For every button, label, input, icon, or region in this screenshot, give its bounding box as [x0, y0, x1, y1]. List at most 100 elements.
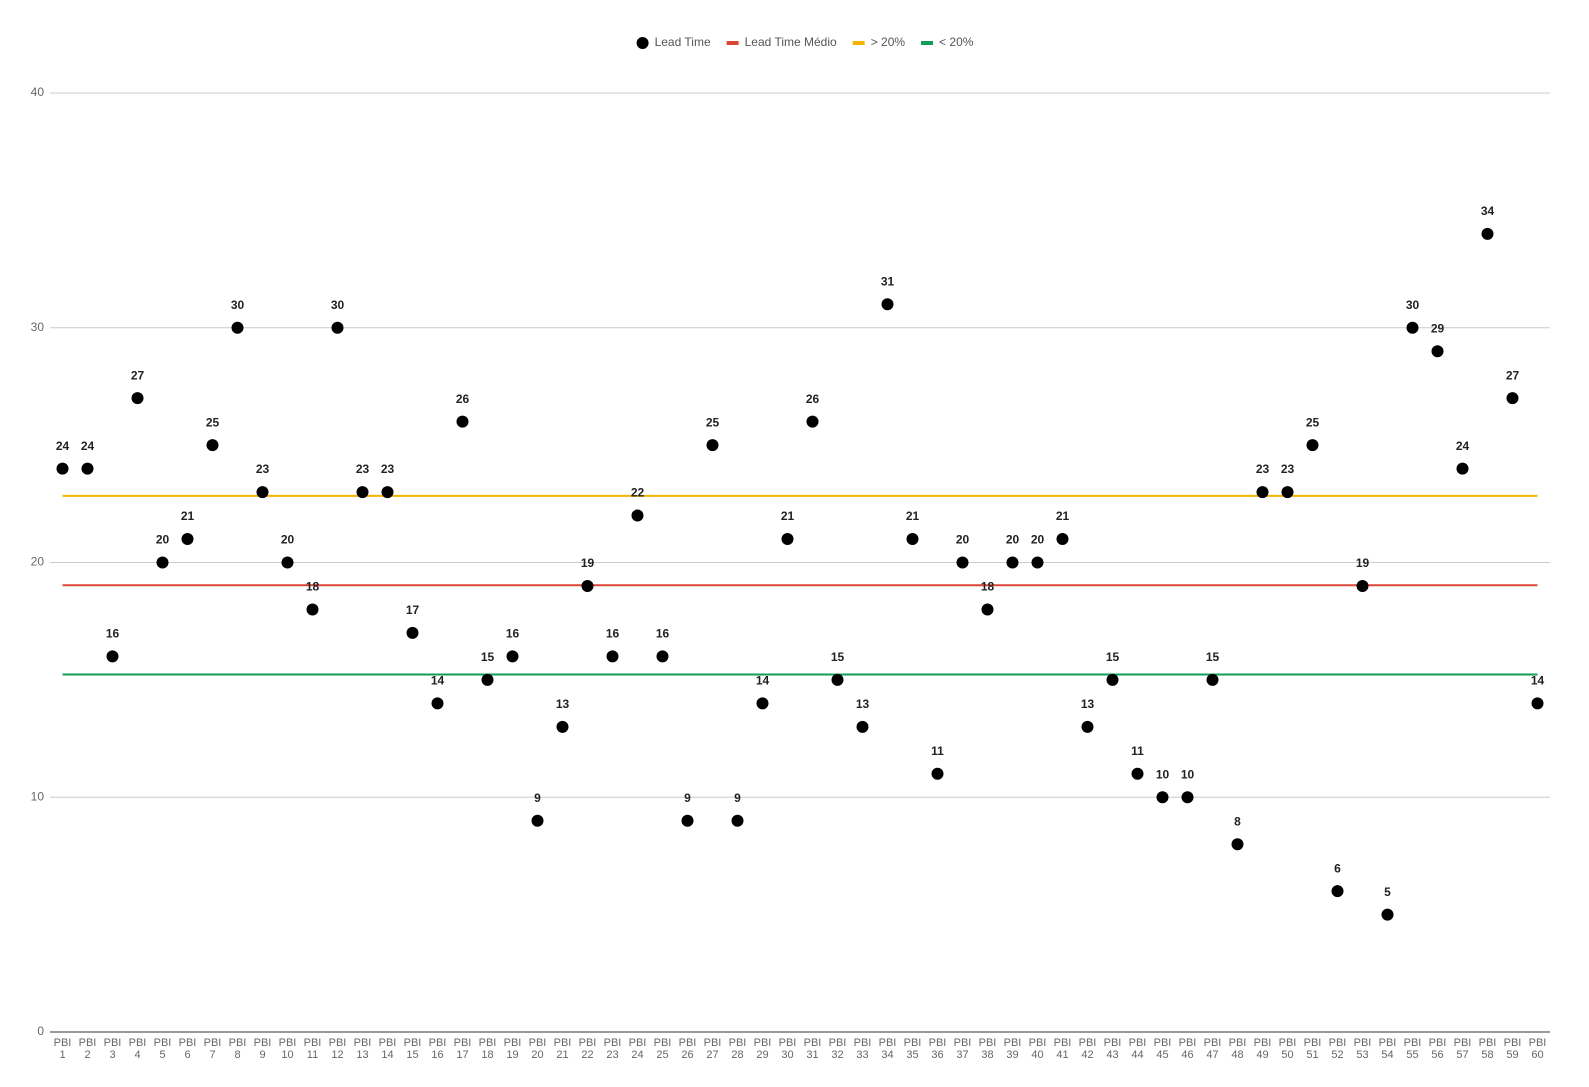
data-label: 5 — [1384, 885, 1391, 899]
y-tick-label: 10 — [31, 789, 45, 803]
x-tick-label: PBI 30 — [778, 1037, 797, 1061]
y-tick-label: 40 — [31, 85, 45, 99]
point — [306, 603, 319, 616]
x-tick-label: PBI 56 — [1428, 1037, 1447, 1061]
x-tick-label: PBI 57 — [1453, 1037, 1472, 1061]
point — [1231, 838, 1244, 851]
y-tick-label: 30 — [31, 320, 45, 334]
legend-marker — [726, 41, 739, 45]
data-label: 17 — [406, 603, 420, 617]
point — [731, 814, 744, 827]
y-tick-label: 0 — [37, 1024, 44, 1038]
point — [431, 697, 444, 710]
data-label: 21 — [781, 509, 795, 523]
x-tick-label: PBI 17 — [453, 1037, 472, 1061]
x-tick-label: PBI 6 — [178, 1037, 197, 1061]
data-label: 9 — [684, 791, 691, 805]
data-label: 15 — [481, 650, 495, 664]
point — [281, 556, 294, 569]
x-tick-label: PBI 2 — [78, 1037, 97, 1061]
x-tick-label: PBI 28 — [728, 1037, 747, 1061]
data-label: 23 — [1256, 462, 1270, 476]
x-tick-label: PBI 39 — [1003, 1037, 1022, 1061]
x-tick-label: PBI 12 — [328, 1037, 347, 1061]
point — [1206, 673, 1219, 686]
x-tick-label: PBI 35 — [903, 1037, 922, 1061]
point — [56, 462, 69, 475]
data-label: 21 — [181, 509, 195, 523]
point — [681, 814, 694, 827]
x-tick-label: PBI 50 — [1278, 1037, 1297, 1061]
data-label: 27 — [131, 368, 145, 382]
point — [1506, 392, 1519, 405]
point — [331, 321, 344, 334]
point — [206, 439, 219, 452]
data-label: 26 — [456, 392, 470, 406]
point — [1156, 791, 1169, 804]
legend-label: < 20% — [939, 35, 974, 49]
data-label: 14 — [1531, 674, 1545, 688]
data-label: 19 — [581, 556, 595, 570]
x-tick-label: PBI 27 — [703, 1037, 722, 1061]
data-label: 30 — [231, 298, 245, 312]
data-label: 15 — [1106, 650, 1120, 664]
x-tick-label: PBI 5 — [153, 1037, 172, 1061]
data-label: 30 — [1406, 298, 1420, 312]
x-tick-label: PBI 11 — [303, 1037, 322, 1061]
point — [781, 533, 794, 546]
x-tick-label: PBI 16 — [428, 1037, 447, 1061]
x-tick-label: PBI 40 — [1028, 1037, 1047, 1061]
point — [506, 650, 519, 663]
x-tick-label: PBI 48 — [1228, 1037, 1247, 1061]
point — [1131, 767, 1144, 780]
data-label: 10 — [1156, 767, 1170, 781]
data-label: 14 — [431, 674, 445, 688]
point — [906, 533, 919, 546]
x-tick-label: PBI 55 — [1403, 1037, 1422, 1061]
x-tick-label: PBI 21 — [553, 1037, 572, 1061]
point — [1456, 462, 1469, 475]
y-tick-label: 20 — [31, 555, 45, 569]
point — [1281, 486, 1294, 499]
point — [856, 720, 869, 733]
data-label: 19 — [1356, 556, 1370, 570]
x-tick-label: PBI 60 — [1528, 1037, 1547, 1061]
point — [106, 650, 119, 663]
x-tick-label: PBI 52 — [1328, 1037, 1347, 1061]
data-label: 20 — [156, 533, 170, 547]
data-label: 31 — [881, 274, 895, 288]
data-label: 13 — [856, 697, 870, 711]
point — [1031, 556, 1044, 569]
point — [406, 626, 419, 639]
x-tick-label: PBI 34 — [878, 1037, 897, 1061]
point — [656, 650, 669, 663]
point — [1106, 673, 1119, 686]
x-tick-label: PBI 1 — [53, 1037, 72, 1061]
data-label: 25 — [206, 415, 220, 429]
legend-label: Lead Time Médio — [745, 35, 837, 49]
x-tick-label: PBI 22 — [578, 1037, 597, 1061]
x-tick-label: PBI 24 — [628, 1037, 647, 1061]
point — [806, 415, 819, 428]
x-tick-label: PBI 49 — [1253, 1037, 1272, 1061]
data-label: 18 — [306, 580, 320, 594]
point — [556, 720, 569, 733]
data-label: 16 — [656, 627, 670, 641]
point — [931, 767, 944, 780]
data-label: 25 — [706, 415, 720, 429]
point — [131, 392, 144, 405]
data-label: 11 — [1131, 744, 1144, 758]
x-tick-label: PBI 19 — [503, 1037, 522, 1061]
data-label: 24 — [1456, 439, 1470, 453]
point — [1006, 556, 1019, 569]
x-tick-label: PBI 15 — [403, 1037, 422, 1061]
x-tick-label: PBI 32 — [828, 1037, 847, 1061]
x-tick-label: PBI 29 — [753, 1037, 772, 1061]
data-label: 25 — [1306, 415, 1320, 429]
data-label: 16 — [506, 627, 520, 641]
point — [81, 462, 94, 475]
point — [256, 486, 269, 499]
x-tick-label: PBI 45 — [1153, 1037, 1172, 1061]
legend-marker — [852, 41, 865, 45]
